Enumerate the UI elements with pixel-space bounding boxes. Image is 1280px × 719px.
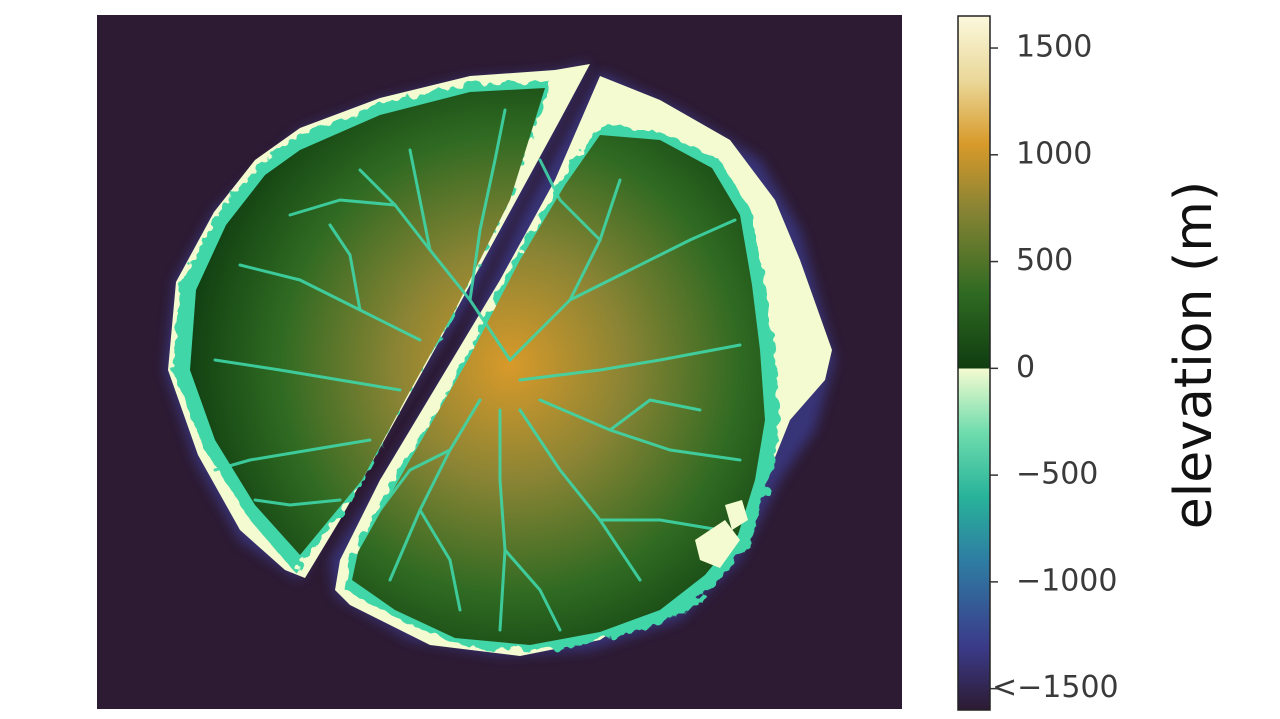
channel	[503, 548, 562, 632]
channel	[508, 178, 622, 362]
channel	[468, 108, 507, 302]
colorbar-gradient	[957, 15, 991, 711]
colorbar-tick-label: 500	[1016, 243, 1073, 278]
channel	[378, 448, 452, 512]
channel	[253, 498, 342, 507]
channel	[598, 518, 722, 532]
colorbar-tick-label: <−1500	[992, 670, 1119, 705]
channel	[568, 218, 737, 302]
channel	[608, 398, 702, 432]
map-panel	[97, 15, 902, 709]
channel	[213, 438, 372, 472]
channel	[328, 223, 362, 312]
land-east	[352, 135, 765, 645]
drainage-channels	[213, 108, 742, 632]
colorbar: 1500 1000 500 0 −500 −1000 <−1500	[957, 15, 1119, 711]
shelf-patch	[695, 520, 740, 568]
channel	[538, 398, 742, 462]
colorbar-ticks: 1500 1000 500 0 −500 −1000 <−1500	[990, 30, 1119, 705]
channel	[213, 358, 402, 392]
channel	[538, 158, 602, 242]
channel	[408, 148, 432, 252]
channel	[498, 408, 507, 632]
colorbar-tick-label: 1000	[1016, 136, 1092, 171]
channel	[388, 398, 482, 582]
colorbar-tick-label: −1000	[1016, 563, 1117, 598]
colorbar-tick-label: 0	[1016, 350, 1035, 385]
channel	[238, 263, 422, 342]
land-west	[190, 88, 545, 555]
channel	[288, 198, 397, 217]
shelf-patch	[725, 500, 748, 530]
colorbar-label: elevation (m)	[1164, 181, 1224, 529]
channel	[518, 343, 742, 382]
channel	[518, 408, 642, 582]
channel	[418, 508, 462, 612]
colorbar-tick-label: −500	[1016, 457, 1098, 492]
colorbar-tick-label: 1500	[1016, 30, 1092, 65]
